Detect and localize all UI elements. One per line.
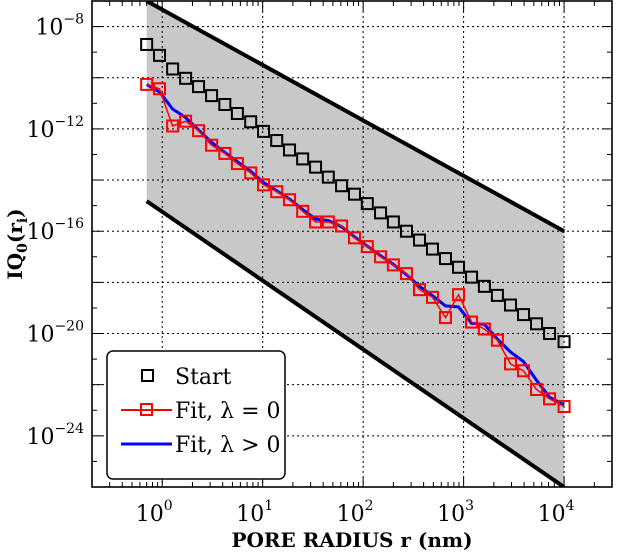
series-fit-lambda-zero-marker [283,193,297,207]
series-start-marker [140,37,154,51]
series-start-marker [438,252,452,266]
series-fit-lambda-zero-marker [347,231,361,245]
y-tick-label: 10−16 [26,216,84,245]
series-start-marker [374,206,388,220]
series-start-marker [179,71,193,85]
series-start-marker [386,215,400,229]
y-tick-label: 10−8 [35,12,84,41]
series-fit-lambda-zero-marker [386,258,400,272]
series-fit-lambda-zero-marker [140,77,154,91]
band-upper-bound [145,1,566,233]
series-start-marker [477,279,491,293]
series-start-marker [218,97,232,111]
y-tick-labels: 10−8 10−12 10−16 10−20 10−24 [26,12,84,450]
plot-frame [91,0,613,488]
series-fit-lambda-zero-marker [517,364,531,378]
series-start-marker [166,62,180,76]
series-fit-lambda-zero-marker [179,114,193,128]
x-tick-label: 104 [538,498,575,527]
series-start-marker [413,233,427,247]
band-lower-bound [145,199,566,487]
series-start [140,37,571,349]
series-fit-lambda-zero-marker [360,240,374,254]
series-start-marker [205,89,219,103]
series-fit-lambda-zero-marker [490,333,504,347]
series-fit-lambda-zero-marker [465,315,479,329]
series-fit-lambda-zero [140,77,571,414]
series-fit-lambda-zero-marker [413,283,427,297]
series-fit-lambda-zero-marker [438,311,452,325]
series-start-marker [230,106,244,120]
series-start-marker [321,170,335,184]
series-fit-lambda-zero-marker [452,288,466,302]
series-start-marker [530,317,544,331]
series-fit-lambda-zero-marker [321,215,335,229]
x-tick-label: 103 [437,498,474,527]
series-fit-lambda-zero-marker [270,185,284,199]
legend-entry-fit-lambda-zero: Fit, λ = 0 [121,399,281,424]
y-tick-label: 10−24 [26,421,84,450]
legend-entry-start: Start [141,365,232,390]
series-fit-lambda-zero-marker [296,204,310,218]
series-fit-lambda-zero-marker [504,357,518,371]
series-start-marker [399,224,413,238]
series-fit-lambda-zero-marker [425,290,439,304]
series-start-marker [465,270,479,284]
series-start-marker [283,143,297,157]
series-fit-lambda-zero-marker [477,322,491,336]
x-tick-labels: 100 101 102 103 104 [136,498,575,527]
y-tick-label: 10−12 [26,114,84,143]
series-fit-lambda-zero-marker [557,400,571,414]
series-start-marker [296,152,310,166]
series-fit-lambda-zero-line [146,83,565,408]
series-fit-lambda-zero-marker [399,267,413,281]
x-axis-label: PORE RADIUS r (nm) [231,528,472,552]
series-fit-lambda-zero-marker [530,382,544,396]
legend-marker-fit-lambda-zero [140,403,153,416]
legend-label-fit-lambda-zero: Fit, λ = 0 [175,399,281,424]
series-fit-lambda-zero-marker [166,119,180,133]
x-tick-label: 102 [337,498,374,527]
series-fit-lambda-zero-marker [205,138,219,152]
series-fit-lambda-zero-marker [192,124,206,138]
legend-box [106,350,286,480]
series-start-marker [517,308,531,322]
series-start-marker [335,179,349,193]
y-axis-label: IQ0(ri) [3,208,31,279]
x-tick-label: 101 [236,498,273,527]
series-start-marker [490,288,504,302]
series-start-marker [425,242,439,256]
y-tick-label: 10−20 [26,319,84,348]
series-start-marker [257,124,271,138]
series-fit-lambda-zero-marker [218,146,232,160]
series-start-marker [153,48,167,62]
legend-label-start: Start [175,365,232,390]
series-start-marker [504,298,518,312]
series-start-marker [347,187,361,201]
series-fit-lambda-zero-marker [309,215,323,229]
plot-area [91,0,613,488]
legend-label-fit-lambda-positive: Fit, λ > 0 [175,433,281,458]
series-fit-lambda-zero-marker [335,219,349,233]
series-start-marker [452,260,466,274]
series-start-marker [309,160,323,174]
series-fit-lambda-zero-marker [244,166,258,180]
legend: Start Fit, λ = 0 Fit, λ > 0 [106,350,286,480]
series-start-marker [244,115,258,129]
series-start-marker [557,335,571,349]
series-fit-lambda-zero-marker [230,157,244,171]
series-start-marker [543,327,557,341]
series-start-marker [270,134,284,148]
series-fit-lambda-zero-marker [543,392,557,406]
legend-marker-start [141,369,154,382]
legend-entry-fit-lambda-positive: Fit, λ > 0 [121,433,281,458]
series-start-marker [360,197,374,211]
series-fit-lambda-zero-marker [153,82,167,96]
x-tick-label: 100 [136,498,173,527]
series-fit-lambda-zero-marker [257,178,271,192]
series-start-marker [192,80,206,94]
series-fit-lambda-zero-marker [374,250,388,264]
